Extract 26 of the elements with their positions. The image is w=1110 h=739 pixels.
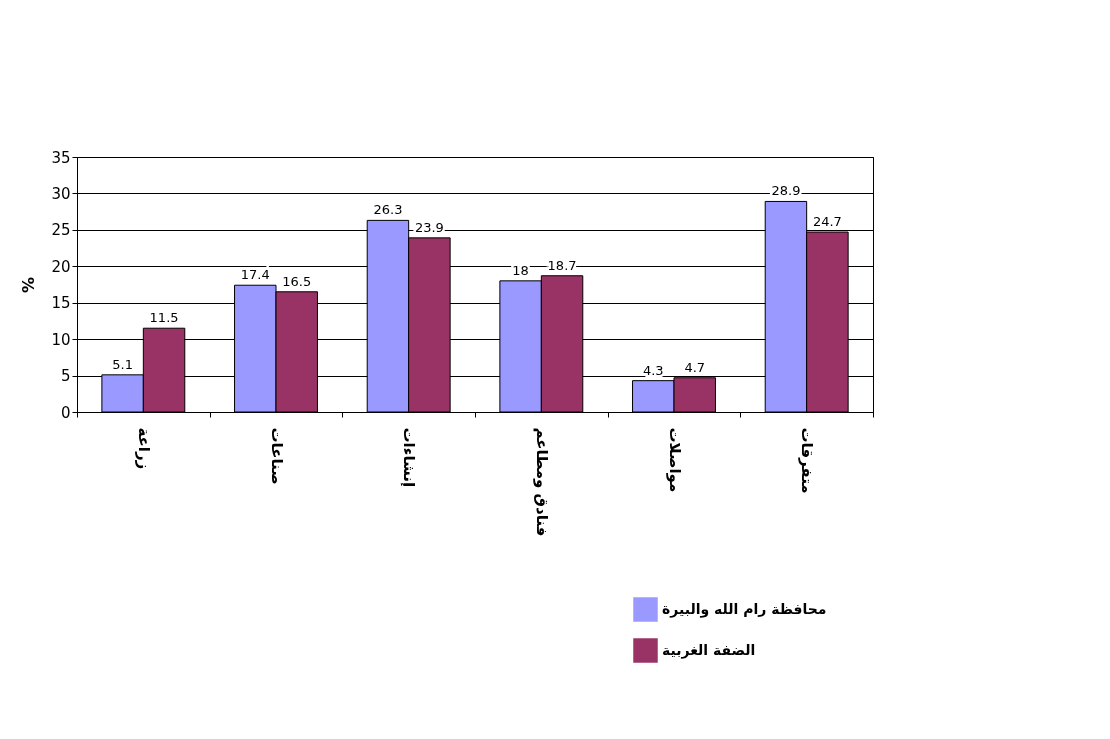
x-tick-label: صناعات [267,427,286,485]
y-tick-label: 30 [51,184,71,203]
x-tick-label: متفرقات [798,427,817,494]
y-tick-label: 20 [51,257,71,276]
x-tick-label: مواصلات [665,427,684,493]
data-label: 11.5 [149,310,179,326]
data-label: 5.1 [112,356,133,372]
data-label: 18 [512,262,529,278]
y-axis-title: % [19,276,39,294]
y-tick-label: 15 [51,294,71,313]
x-tick-label: فنادق ومطاعم [532,427,551,537]
data-label: 24.7 [812,214,842,230]
data-label: 17.4 [240,267,270,283]
data-label: 4.3 [642,362,664,378]
y-tick-label: 0 [60,403,71,422]
legend-label: الضفة الغربية [662,641,756,659]
y-tick-label: 5 [60,367,71,386]
data-label: 16.5 [282,273,312,289]
legend-label: محافظة رام الله والبيرة [662,600,827,618]
x-tick-label: إنشاءات [400,427,419,488]
x-tick-label: زراعة [134,427,153,470]
y-tick-label: 25 [51,221,71,240]
y-tick-label: 10 [51,330,71,349]
data-label: 4.7 [684,359,706,375]
y-tick-label: 35 [51,148,71,167]
data-label: 26.3 [373,202,403,218]
